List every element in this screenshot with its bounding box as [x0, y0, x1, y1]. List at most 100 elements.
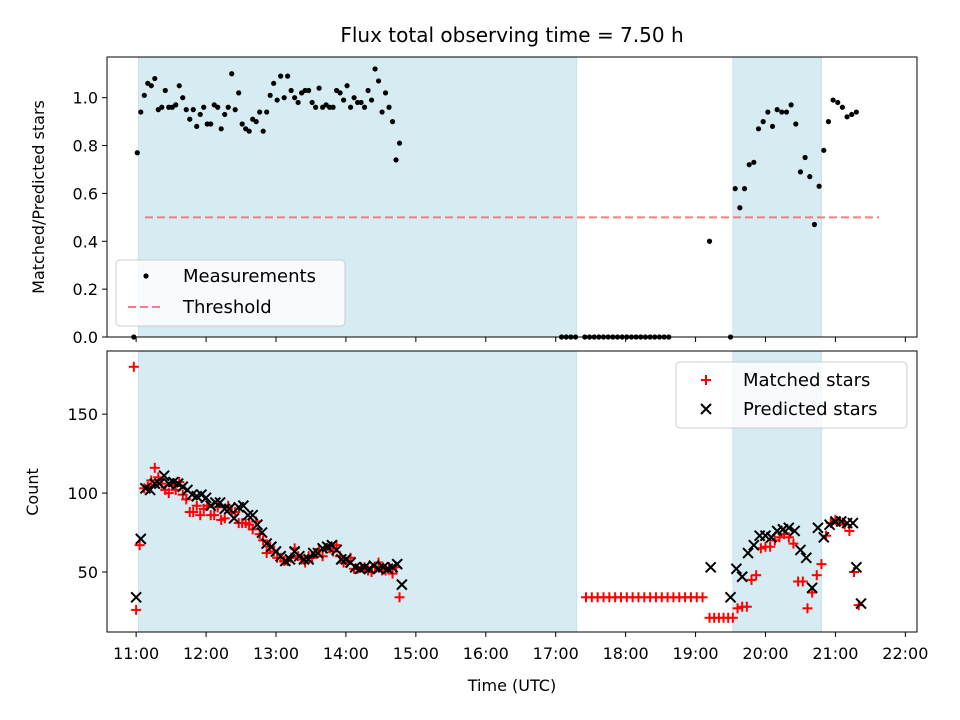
predicted-star-stroke-b: [246, 509, 259, 521]
measurement-point: [393, 157, 399, 163]
measurement-point: [190, 107, 196, 113]
predicted-star-stroke-b: [228, 512, 240, 525]
matched-star-marker: [816, 559, 827, 570]
predicted-star-marker: [237, 500, 250, 512]
matched-star-marker: [219, 513, 230, 524]
predicted-star-marker: [783, 522, 795, 534]
measurement-point: [839, 104, 846, 110]
measurement-point: [229, 71, 235, 77]
measurement-point: [751, 159, 757, 165]
measurement-point: [811, 221, 818, 228]
measurement-point: [152, 75, 158, 82]
predicted-star-stroke-b: [759, 529, 772, 542]
measurement-point: [159, 104, 165, 110]
top-y-axis-label: Matched/Predicted stars: [29, 100, 48, 294]
matched-star-marker: [163, 488, 174, 499]
matched-star-marker: [134, 540, 145, 551]
predicted-star-marker: [724, 591, 737, 603]
measurement-point: [257, 109, 263, 115]
predicted-star-stroke-b: [800, 552, 812, 564]
predicted-star-marker: [200, 492, 212, 504]
x-tick-label: 19:00: [673, 644, 719, 663]
measurement-point: [340, 97, 347, 103]
measurement-point: [295, 99, 301, 106]
predicted-star-stroke-b: [349, 561, 361, 573]
measurement-point: [278, 73, 284, 79]
legend: Matched stars Predicted stars: [675, 361, 908, 429]
predicted-star-stroke-b: [806, 582, 818, 594]
predicted-star-marker: [135, 533, 147, 545]
matched-star-marker: [751, 570, 762, 581]
matched-star-marker: [131, 604, 142, 615]
y-tick-label: 100: [67, 484, 98, 503]
matched-star-marker: [328, 546, 339, 557]
measurement-point: [337, 90, 343, 96]
matched-star-marker: [797, 576, 808, 587]
measurement-point: [361, 104, 368, 110]
predicted-star-marker: [130, 591, 142, 603]
measurement-point: [225, 104, 231, 110]
measurement-point: [358, 99, 364, 106]
legend-measurement-marker: [143, 273, 149, 279]
measurement-point: [732, 186, 738, 192]
predicted-star-stroke-b: [847, 517, 859, 529]
measurement-point: [351, 95, 357, 101]
predicted-star-stroke-b: [172, 477, 184, 490]
measurement-point: [180, 95, 186, 101]
measurement-point: [313, 104, 319, 110]
measurement-point: [274, 97, 280, 103]
x-tick-label: 18:00: [603, 644, 649, 663]
y-tick-label: 0.8: [73, 137, 98, 156]
measurement-point: [368, 97, 375, 103]
legend: Measurements Threshold: [115, 259, 346, 327]
predicted-star-stroke-b: [794, 544, 807, 556]
measurement-point: [281, 95, 287, 101]
predicted-star-stroke-b: [302, 553, 315, 566]
measurement-point: [375, 78, 382, 84]
predicted-star-stroke-b: [705, 561, 717, 573]
legend-threshold-label: Threshold: [182, 297, 272, 318]
measurement-point: [187, 116, 193, 122]
predicted-star-marker: [256, 526, 268, 539]
axes-frame: [106, 350, 918, 633]
y-tick-label: 0.0: [73, 328, 98, 347]
predicted-star-marker: [748, 539, 760, 551]
predicted-star-stroke-b: [736, 571, 748, 583]
predicted-star-marker: [736, 571, 748, 583]
y-tick-label: 150: [67, 405, 98, 424]
matched-star-marker: [727, 612, 738, 623]
measurement-point: [347, 104, 354, 110]
measurement-point: [849, 111, 855, 118]
x-tick-label: 12:00: [183, 644, 229, 663]
x-tick-label: 22:00: [882, 644, 928, 663]
measurement-point: [215, 104, 221, 110]
x-axis-label: Time (UTC): [467, 676, 556, 695]
measurement-point: [260, 128, 266, 134]
predicted-star-marker: [800, 552, 812, 564]
measurement-point: [706, 238, 713, 244]
predicted-star-stroke-b: [783, 522, 795, 534]
predicted-star-stroke-b: [730, 563, 743, 575]
predicted-star-marker: [396, 578, 408, 591]
y-tick-label: 50: [78, 563, 98, 582]
measurement-point: [183, 107, 189, 113]
predicted-star-stroke-b: [256, 526, 268, 539]
matched-star-marker: [181, 494, 192, 505]
matched-star-marker: [732, 603, 743, 614]
measurement-point: [802, 154, 808, 161]
matched-star-marker: [802, 603, 813, 614]
predicted-star-stroke-b: [177, 481, 189, 493]
predicted-star-marker: [251, 518, 264, 531]
measurement-point: [396, 140, 403, 146]
x-tick-label: 17:00: [533, 644, 579, 663]
measurement-point: [138, 109, 144, 115]
measurement-point: [232, 107, 238, 113]
measurement-point: [330, 104, 336, 110]
predicted-star-stroke-b: [298, 553, 310, 566]
predicted-star-stroke-b: [391, 558, 403, 570]
predicted-star-marker: [302, 553, 315, 566]
predicted-star-stroke-b: [724, 591, 737, 603]
legend-box: [675, 361, 908, 429]
matched-star-marker: [788, 538, 799, 549]
measurement-point: [365, 87, 371, 94]
